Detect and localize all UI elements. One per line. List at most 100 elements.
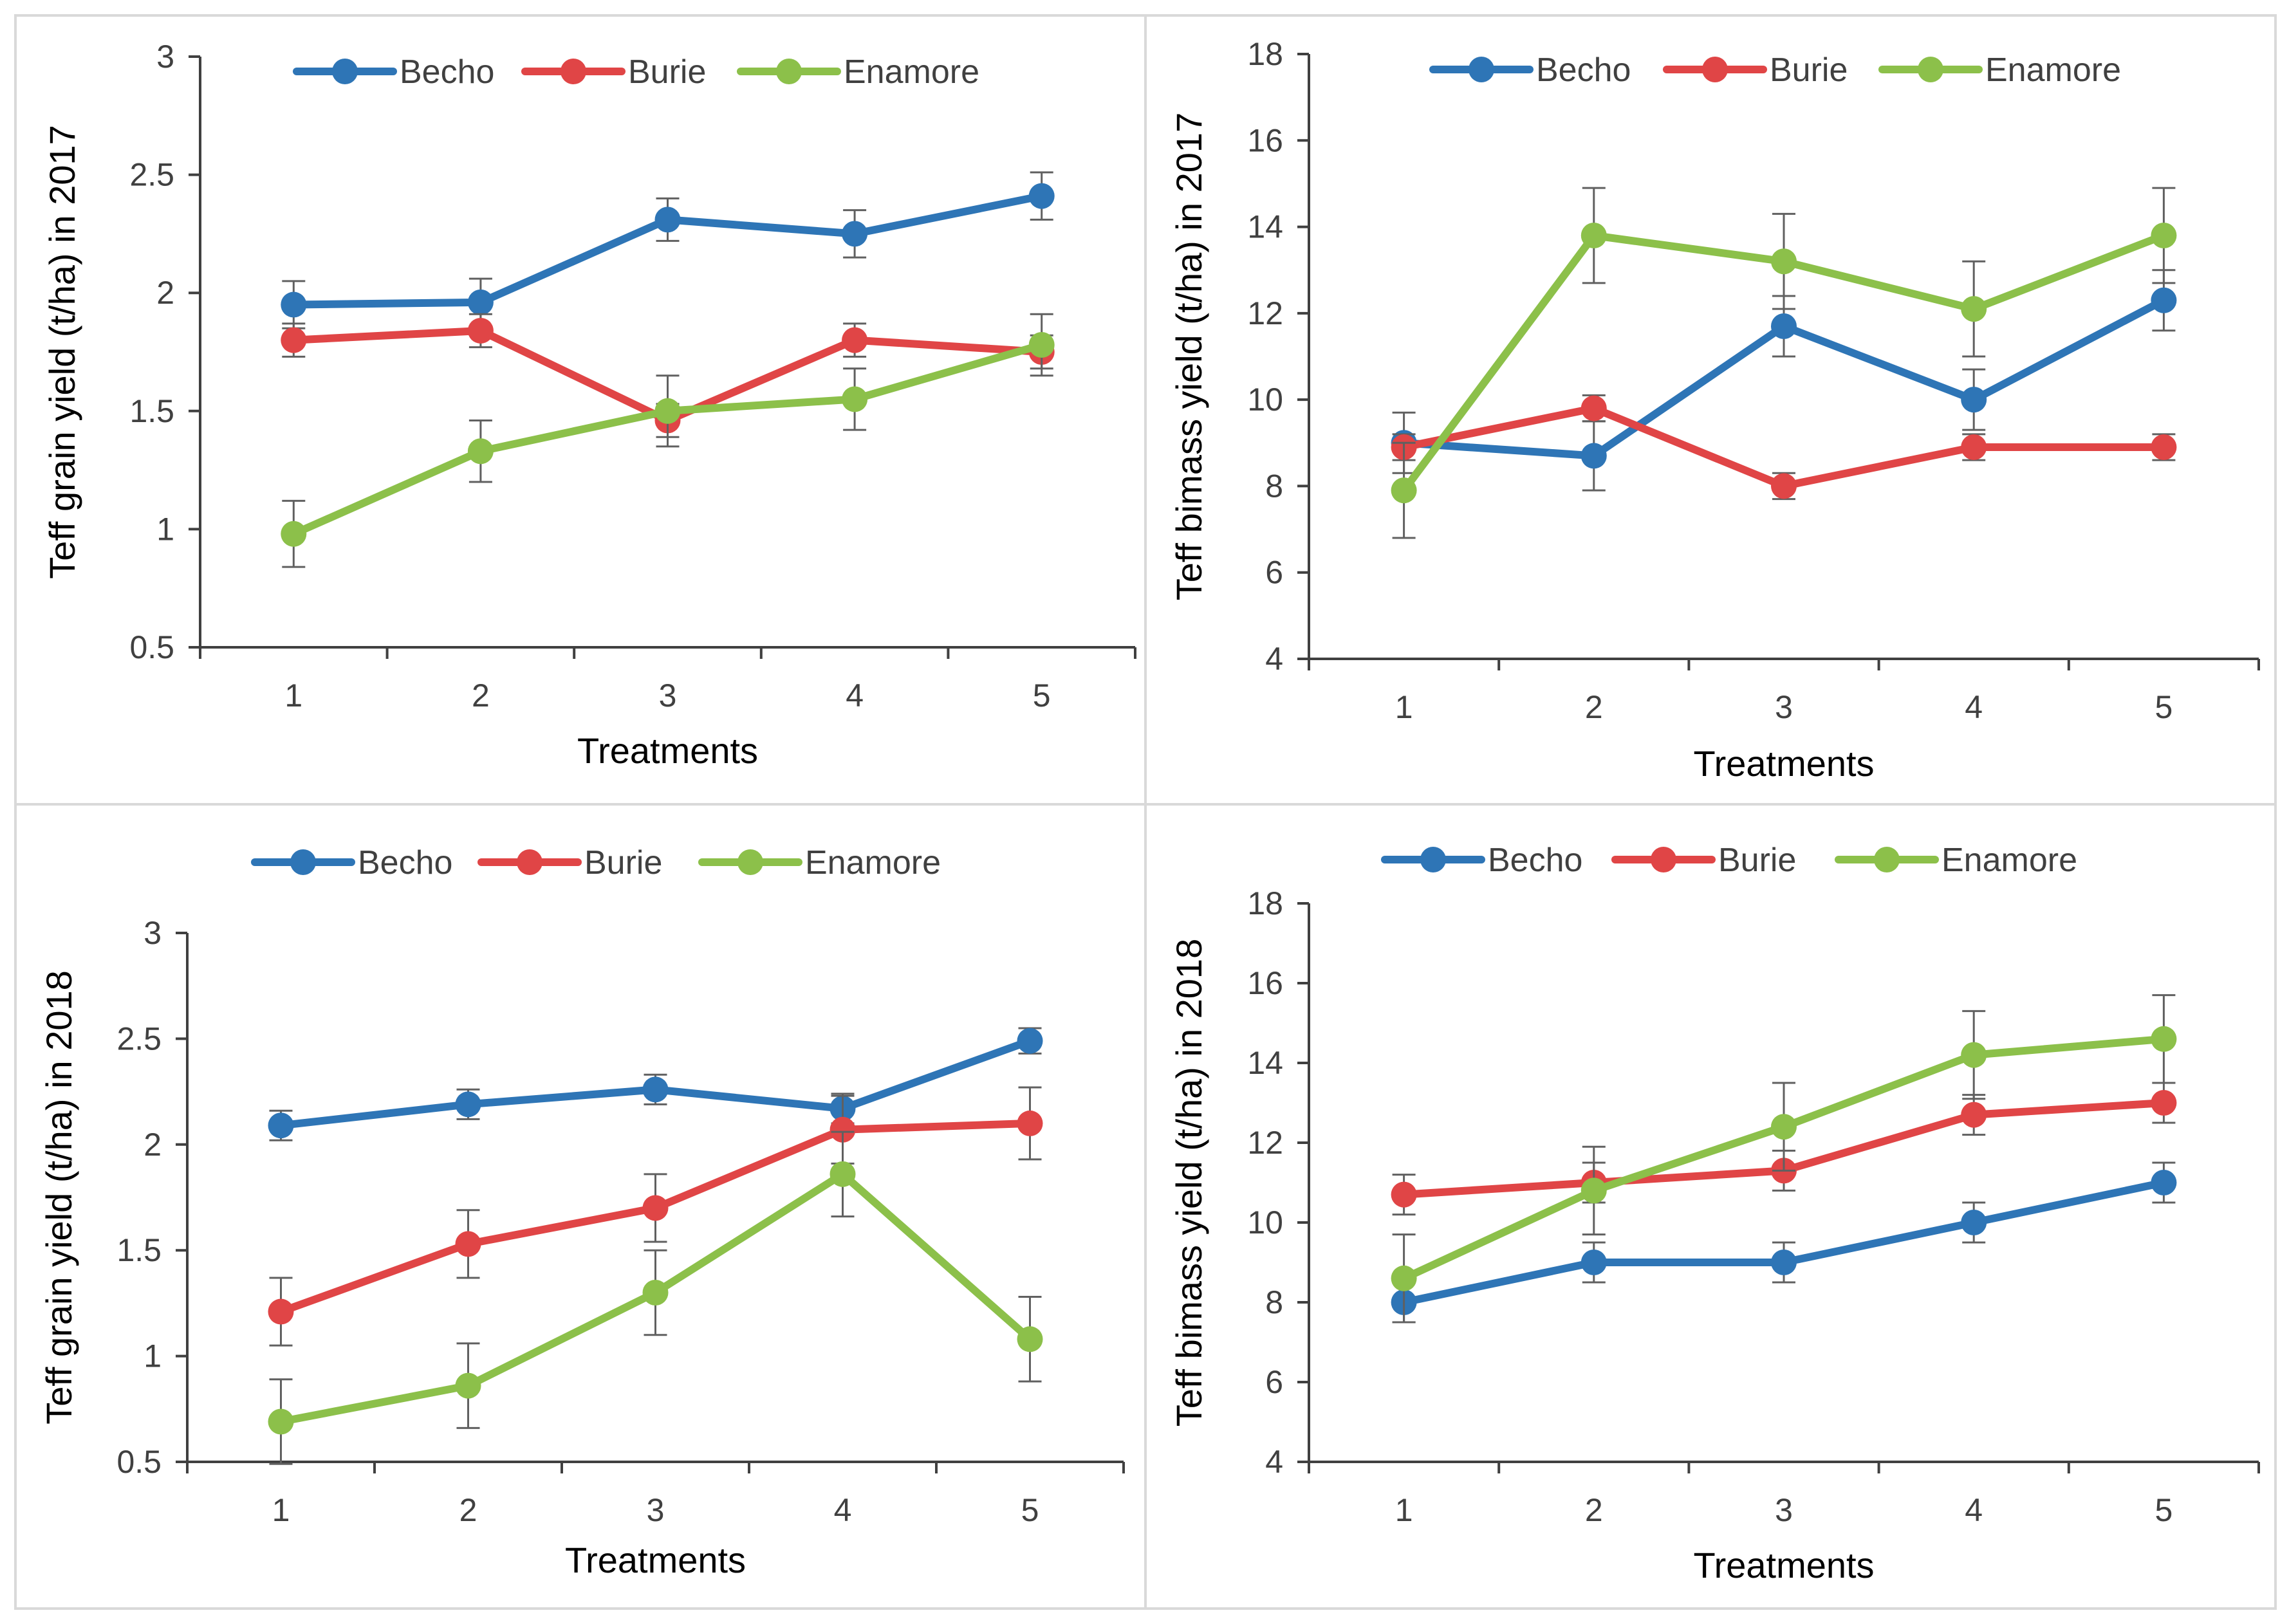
data-point (1771, 1250, 1797, 1275)
y-tick-label: 18 (1247, 36, 1283, 72)
data-point (1580, 1250, 1607, 1275)
x-axis-title: Treatments (1693, 1545, 1874, 1585)
legend-swatch-marker (1420, 847, 1446, 872)
data-point (2151, 434, 2177, 460)
data-point (1017, 1326, 1043, 1352)
series-burie (1391, 394, 2177, 501)
data-point (1028, 331, 1055, 358)
y-tick-label: 1.5 (129, 393, 174, 429)
data-point (1771, 1114, 1797, 1140)
legend-label: Becho (358, 844, 452, 881)
y-tick-label: 12 (1247, 295, 1283, 331)
data-point (1580, 395, 1607, 421)
x-tick-label: 4 (834, 1492, 852, 1528)
y-tick-label: 8 (1265, 1284, 1283, 1320)
data-point (467, 438, 494, 465)
legend-swatch-marker (517, 849, 542, 875)
y-tick-label: 6 (1265, 555, 1283, 591)
data-point (829, 1116, 856, 1143)
x-tick-label: 2 (1585, 689, 1603, 725)
data-point (1391, 1265, 1417, 1291)
x-axis-title: Treatments (577, 730, 758, 771)
x-tick-label: 2 (459, 1492, 477, 1528)
x-tick-label: 1 (284, 678, 302, 714)
y-tick-label: 3 (144, 915, 162, 951)
data-point (1961, 387, 1987, 413)
x-tick-label: 3 (1775, 689, 1793, 725)
data-point (2151, 287, 2177, 313)
x-tick-label: 4 (1965, 1492, 1983, 1528)
legend-swatch-marker (1469, 57, 1494, 82)
y-tick-label: 2 (144, 1127, 162, 1163)
data-point (1580, 1177, 1607, 1204)
x-tick-label: 4 (1965, 689, 1983, 725)
data-point (1391, 1181, 1417, 1208)
data-point (2151, 1026, 2177, 1052)
data-point (642, 1195, 669, 1221)
y-tick-label: 14 (1247, 209, 1283, 245)
y-tick-label: 4 (1265, 641, 1283, 677)
x-tick-label: 3 (1775, 1492, 1793, 1528)
legend-swatch-marker (737, 849, 763, 875)
y-tick-label: 8 (1265, 468, 1283, 504)
series-enamore (281, 313, 1055, 568)
legend-label: Burie (1718, 842, 1796, 879)
y-tick-label: 2 (156, 275, 174, 311)
data-point (2151, 223, 2177, 248)
data-point (1961, 434, 1987, 460)
data-point (829, 1161, 856, 1187)
legend-swatch-marker (332, 59, 358, 84)
data-point (281, 327, 307, 353)
y-tick-label: 10 (1247, 1204, 1283, 1241)
data-point (2151, 1170, 2177, 1195)
panel-grain-2018: 0.5 1 1.5 2 2.5 3 1 2 3 4 5 Treatments Teff grain yi… (14, 803, 1147, 1610)
y-tick-label: 18 (1247, 885, 1283, 921)
x-tick-label: 5 (2155, 689, 2173, 725)
series-enamore (1391, 994, 2177, 1324)
y-axis-title: Teff grain yield (t/ha) in 2017 (42, 125, 82, 579)
data-point (1771, 473, 1797, 499)
x-tick-label: 1 (1395, 689, 1413, 725)
x-tick-label: 2 (1585, 1492, 1603, 1528)
data-point (1961, 296, 1987, 322)
data-point (1391, 477, 1417, 504)
data-point (1028, 183, 1055, 209)
legend-swatch-marker (1702, 57, 1728, 82)
data-point (1580, 443, 1607, 469)
legend-label: Enamore (1941, 842, 2077, 879)
legend-label: Enamore (805, 844, 941, 881)
y-tick-label: 4 (1265, 1444, 1283, 1480)
data-point (2151, 1090, 2177, 1116)
data-point (467, 289, 494, 315)
y-tick-label: 10 (1247, 382, 1283, 418)
y-axis-title: Teff bimass yield (t/ha) in 2018 (1169, 939, 1209, 1426)
data-point (268, 1298, 294, 1325)
data-point (281, 521, 307, 547)
legend-swatch-marker (776, 59, 802, 84)
panel-biomass-2018: 4 6 8 10 12 14 16 18 1 2 3 4 5 Treatments Teff bimass … (1144, 803, 2277, 1610)
data-point (1961, 1042, 1987, 1068)
data-point (281, 291, 307, 318)
data-point (1017, 1028, 1043, 1054)
y-tick-label: 16 (1247, 965, 1283, 1001)
data-point (842, 327, 868, 353)
x-tick-label: 1 (1395, 1492, 1413, 1528)
x-tick-label: 1 (272, 1492, 290, 1528)
legend-label: Burie (584, 844, 662, 881)
y-tick-label: 3 (156, 39, 174, 75)
legend-label: Becho (1488, 842, 1582, 879)
y-tick-label: 0.5 (129, 629, 174, 665)
panel-biomass-2017: 4 6 8 10 12 14 16 18 1 2 3 4 5 Treatments Teff bimass … (1144, 14, 2277, 806)
y-tick-label: 2.5 (116, 1020, 162, 1057)
x-tick-label: 3 (647, 1492, 665, 1528)
x-tick-label: 4 (846, 678, 864, 714)
legend-label: Burie (628, 53, 706, 91)
x-tick-label: 2 (472, 678, 490, 714)
series-becho (1391, 269, 2177, 492)
data-point (1771, 248, 1797, 275)
panel-grain-2017: 0.5 1 1.5 2 2.5 3 1 2 3 4 5 Treatments Teff grain yi… (14, 14, 1147, 806)
series-enamore (268, 1130, 1043, 1465)
legend-swatch-marker (290, 849, 316, 875)
